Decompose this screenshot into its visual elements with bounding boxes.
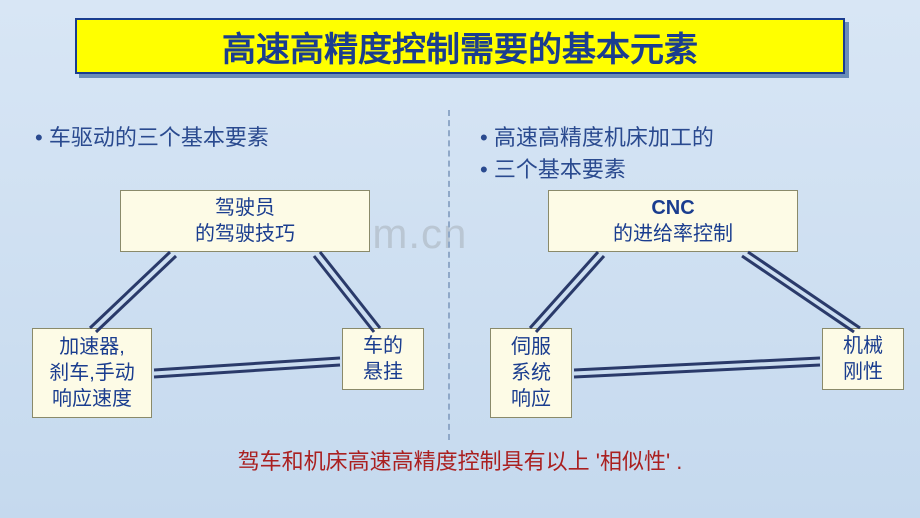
right-br-line2: 刚性 bbox=[843, 359, 883, 385]
right-bl-line3: 响应 bbox=[511, 386, 551, 412]
left-bullet: 车驱动的三个基本要素 bbox=[35, 120, 269, 152]
right-bl-line2: 系统 bbox=[511, 360, 551, 386]
right-bottom-left-box: 伺服 系统 响应 bbox=[490, 328, 572, 418]
left-bl-line1: 加速器, bbox=[59, 334, 125, 360]
left-bl-line3: 响应速度 bbox=[52, 386, 132, 412]
left-top-line1: 驾驶员 bbox=[215, 195, 275, 221]
left-bl-line2: 刹车,手动 bbox=[49, 360, 135, 386]
right-top-line1: CNC bbox=[651, 195, 694, 221]
title-bar: 高速高精度控制需要的基本元素 bbox=[75, 18, 845, 74]
left-top-line2: 的驾驶技巧 bbox=[195, 221, 295, 247]
left-bottom-left-box: 加速器, 刹车,手动 响应速度 bbox=[32, 328, 152, 418]
right-top-line2: 的进给率控制 bbox=[613, 221, 733, 247]
right-top-box: CNC 的进给率控制 bbox=[548, 190, 798, 252]
right-bullet-1: 高速高精度机床加工的 bbox=[480, 120, 714, 152]
left-bottom-right-box: 车的 悬挂 bbox=[342, 328, 424, 390]
left-br-line2: 悬挂 bbox=[363, 359, 403, 385]
title-text: 高速高精度控制需要的基本元素 bbox=[222, 22, 698, 71]
connector-lines bbox=[0, 0, 920, 518]
footer-text: 驾车和机床高速高精度控制具有以上 '相似性' . bbox=[0, 444, 920, 476]
right-br-line1: 机械 bbox=[843, 333, 883, 359]
center-divider bbox=[448, 110, 450, 440]
right-bl-line1: 伺服 bbox=[511, 334, 551, 360]
right-bottom-right-box: 机械 刚性 bbox=[822, 328, 904, 390]
right-bullet-2: 三个基本要素 bbox=[480, 152, 626, 184]
left-top-box: 驾驶员 的驾驶技巧 bbox=[120, 190, 370, 252]
left-br-line1: 车的 bbox=[363, 333, 403, 359]
